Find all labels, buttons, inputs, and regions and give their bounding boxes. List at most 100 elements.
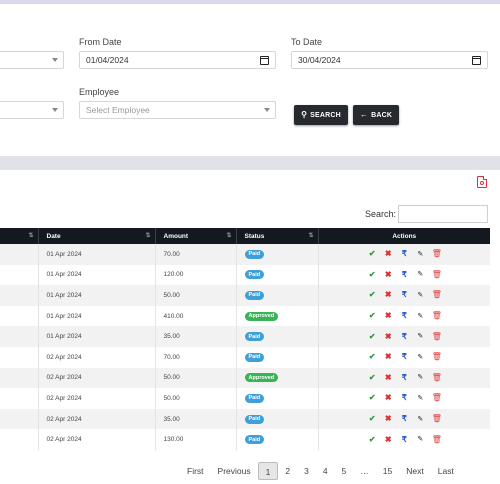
select-field-top-left[interactable] (0, 51, 64, 69)
column-header-amount[interactable]: Amount ⇅ (155, 228, 237, 244)
sort-icon: ⇅ (308, 233, 314, 239)
date-cell: 02 Apr 2024 (38, 388, 156, 409)
amount-cell: 410.00 (155, 305, 237, 327)
first-cell (0, 305, 39, 327)
table-row: 01 Apr 2024 70.00 Paid ✔ ✖ ₹ ✎ 🗑 (0, 244, 490, 265)
pencil-icon[interactable]: ✎ (417, 312, 424, 320)
list-panel: Search: ⇅ Date ⇅ Amount ⇅ Status ⇅ Actions … (0, 170, 500, 484)
check-icon[interactable]: ✔ (368, 311, 376, 321)
pagination-previous[interactable]: Previous (217, 466, 251, 476)
check-icon[interactable]: ✔ (368, 249, 376, 259)
trash-icon[interactable]: 🗑 (431, 249, 442, 259)
calendar-icon[interactable] (472, 56, 481, 65)
check-icon[interactable]: ✔ (368, 372, 376, 382)
rupee-icon[interactable]: ₹ (401, 372, 407, 382)
pagination-page-5[interactable]: 5 (341, 466, 347, 476)
date-cell: 01 Apr 2024 (38, 264, 156, 286)
pagination-next[interactable]: Next (406, 466, 424, 476)
rupee-icon[interactable]: ₹ (401, 311, 407, 321)
to-date-value: 30/04/2024 (298, 55, 341, 65)
cross-icon[interactable]: ✖ (384, 249, 392, 259)
amount-cell: 50.00 (155, 367, 237, 389)
status-cell: Paid (236, 408, 319, 430)
rupee-icon[interactable]: ₹ (401, 290, 407, 300)
pagination-page-4[interactable]: 4 (322, 466, 328, 476)
first-cell (0, 367, 39, 389)
column-header-first[interactable]: ⇅ (0, 228, 39, 244)
actions-cell: ✔ ✖ ₹ ✎ 🗑 (318, 346, 490, 368)
first-cell (0, 429, 39, 450)
check-icon[interactable]: ✔ (368, 352, 376, 362)
date-cell: 01 Apr 2024 (38, 285, 156, 306)
cross-icon[interactable]: ✖ (384, 434, 392, 444)
check-icon[interactable]: ✔ (368, 331, 376, 341)
rupee-icon[interactable]: ₹ (401, 331, 407, 341)
first-cell (0, 326, 39, 347)
cross-icon[interactable]: ✖ (384, 290, 392, 300)
pagination-last[interactable]: Last (437, 466, 454, 476)
check-icon[interactable]: ✔ (368, 290, 376, 300)
rupee-icon[interactable]: ₹ (401, 249, 407, 259)
pagination-first[interactable]: First (187, 466, 204, 476)
trash-icon[interactable]: 🗑 (431, 393, 442, 403)
status-cell: Paid (236, 244, 319, 265)
table-row: 02 Apr 2024 35.00 Paid ✔ ✖ ₹ ✎ 🗑 (0, 408, 490, 430)
check-icon[interactable]: ✔ (368, 393, 376, 403)
pagination-page-3[interactable]: 3 (304, 466, 309, 476)
pagination-page-15[interactable]: 15 (382, 466, 393, 476)
trash-icon[interactable]: 🗑 (431, 269, 442, 279)
pencil-icon[interactable]: ✎ (417, 291, 424, 299)
pagination-page-1[interactable]: 1 (257, 462, 279, 480)
trash-icon[interactable]: 🗑 (431, 434, 442, 444)
date-cell: 02 Apr 2024 (38, 367, 156, 389)
select-field-left[interactable] (0, 101, 64, 119)
rupee-icon[interactable]: ₹ (401, 352, 407, 362)
cross-icon[interactable]: ✖ (384, 269, 392, 279)
rupee-icon[interactable]: ₹ (401, 414, 407, 424)
back-button[interactable]: ← BACK (353, 105, 399, 125)
pencil-icon[interactable]: ✎ (417, 353, 424, 361)
rupee-icon[interactable]: ₹ (401, 269, 407, 279)
column-header-status[interactable]: Status ⇅ (236, 228, 319, 244)
sort-icon: ⇅ (226, 233, 232, 239)
check-icon[interactable]: ✔ (368, 414, 376, 424)
trash-icon[interactable]: 🗑 (431, 372, 442, 382)
check-icon[interactable]: ✔ (368, 269, 376, 279)
trash-icon[interactable]: 🗑 (431, 311, 442, 321)
search-button[interactable]: ⚲ SEARCH (294, 105, 348, 125)
trash-icon[interactable]: 🗑 (431, 414, 442, 424)
trash-icon[interactable]: 🗑 (431, 290, 442, 300)
cross-icon[interactable]: ✖ (384, 352, 392, 362)
employee-select[interactable]: Select Employee (79, 101, 276, 119)
to-date-label: To Date (291, 37, 323, 47)
table-row: 02 Apr 2024 50.00 Approved ✔ ✖ ₹ ✎ 🗑 (0, 367, 490, 389)
calendar-icon[interactable] (260, 56, 269, 65)
from-date-input[interactable]: 01/04/2024 (79, 51, 276, 69)
amount-cell: 35.00 (155, 408, 237, 430)
cross-icon[interactable]: ✖ (384, 331, 392, 341)
pencil-icon[interactable]: ✎ (417, 333, 424, 341)
pencil-icon[interactable]: ✎ (417, 436, 424, 444)
cross-icon[interactable]: ✖ (384, 372, 392, 382)
cross-icon[interactable]: ✖ (384, 311, 392, 321)
cross-icon[interactable]: ✖ (384, 414, 392, 424)
pencil-icon[interactable]: ✎ (417, 271, 424, 279)
trash-icon[interactable]: 🗑 (431, 331, 442, 341)
pencil-icon[interactable]: ✎ (417, 250, 424, 258)
status-cell: Paid (236, 285, 319, 306)
rupee-icon[interactable]: ₹ (401, 393, 407, 403)
column-header-date[interactable]: Date ⇅ (38, 228, 156, 244)
pagination-page-2[interactable]: 2 (285, 466, 291, 476)
table-search-label: Search: (365, 209, 397, 219)
to-date-input[interactable]: 30/04/2024 (291, 51, 488, 69)
rupee-icon[interactable]: ₹ (401, 434, 407, 444)
cross-icon[interactable]: ✖ (384, 393, 392, 403)
pencil-icon[interactable]: ✎ (417, 374, 424, 382)
amount-cell: 70.00 (155, 346, 237, 368)
trash-icon[interactable]: 🗑 (431, 352, 442, 362)
table-search-input[interactable] (398, 205, 488, 223)
pencil-icon[interactable]: ✎ (417, 394, 424, 402)
pencil-icon[interactable]: ✎ (417, 415, 424, 423)
check-icon[interactable]: ✔ (368, 434, 376, 444)
pdf-icon[interactable] (477, 176, 487, 188)
